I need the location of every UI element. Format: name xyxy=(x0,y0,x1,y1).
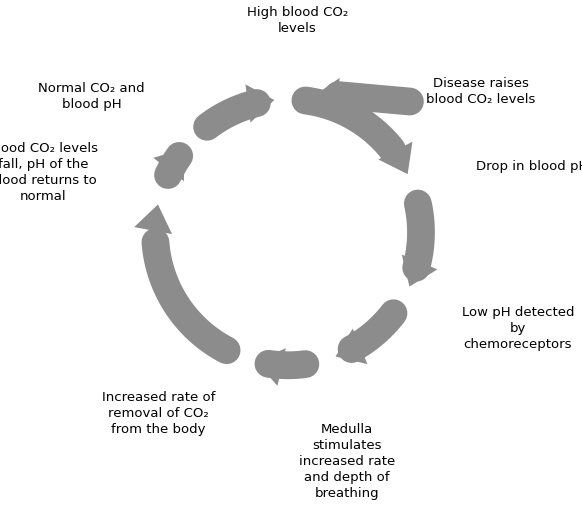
Text: Increased rate of
removal of CO₂
from the body: Increased rate of removal of CO₂ from th… xyxy=(102,391,215,436)
Text: High blood CO₂
levels: High blood CO₂ levels xyxy=(247,6,348,35)
Text: Medulla
stimulates
increased rate
and depth of
breathing: Medulla stimulates increased rate and de… xyxy=(299,423,395,500)
Text: Blood CO₂ levels
fall, pH of the
blood returns to
normal: Blood CO₂ levels fall, pH of the blood r… xyxy=(0,142,98,203)
Text: Normal CO₂ and
blood pH: Normal CO₂ and blood pH xyxy=(38,82,145,111)
Polygon shape xyxy=(134,204,172,234)
Polygon shape xyxy=(255,348,286,386)
Text: Low pH detected
by
chemoreceptors: Low pH detected by chemoreceptors xyxy=(462,306,574,351)
Polygon shape xyxy=(318,78,340,113)
Text: Drop in blood pH: Drop in blood pH xyxy=(476,160,582,173)
Text: Disease raises
blood CO₂ levels: Disease raises blood CO₂ levels xyxy=(426,77,535,106)
Polygon shape xyxy=(153,149,184,182)
Polygon shape xyxy=(378,141,413,174)
Polygon shape xyxy=(246,84,274,123)
Polygon shape xyxy=(402,255,438,286)
Polygon shape xyxy=(335,329,367,364)
